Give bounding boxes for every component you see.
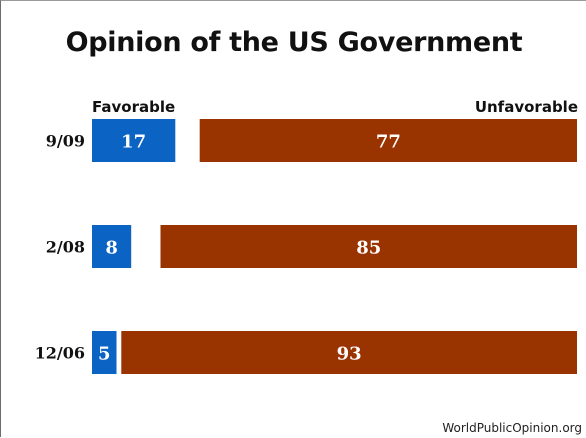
value-label-unfavorable: 85 xyxy=(356,238,381,259)
category-label: 12/06 xyxy=(35,344,85,363)
chart-title: Opinion of the US Government xyxy=(65,27,523,58)
legend-unfavorable: Unfavorable xyxy=(474,98,578,116)
value-label-favorable: 5 xyxy=(98,344,111,365)
source-credit: WorldPublicOpinion.org xyxy=(442,421,582,435)
bar-unfavorable xyxy=(121,331,578,374)
value-label-favorable: 17 xyxy=(121,132,146,153)
legend-favorable: Favorable xyxy=(92,98,176,116)
value-label-unfavorable: 93 xyxy=(337,344,362,365)
bar-favorable xyxy=(92,119,176,162)
bar-favorable xyxy=(92,331,117,374)
bar-unfavorable xyxy=(160,225,577,268)
category-label: 2/08 xyxy=(46,238,85,257)
category-label: 9/09 xyxy=(46,132,85,151)
bar-unfavorable xyxy=(199,119,577,162)
bar-favorable xyxy=(92,225,132,268)
value-label-favorable: 8 xyxy=(105,238,118,259)
value-label-unfavorable: 77 xyxy=(376,132,401,153)
